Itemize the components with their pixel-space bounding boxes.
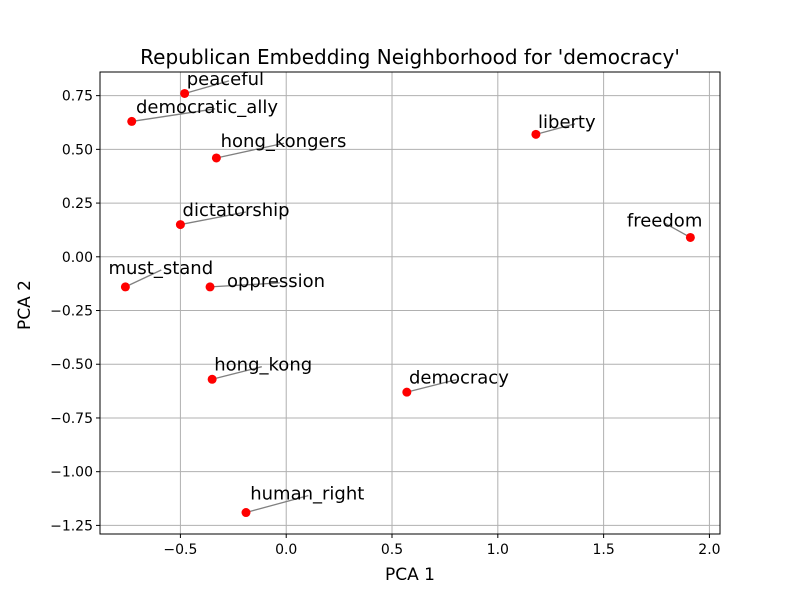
point-label-human-right: human_right (250, 484, 364, 505)
point-dictatorship (175, 220, 185, 230)
point-label-dictatorship: dictatorship (183, 200, 290, 221)
point-hong-kong (207, 374, 217, 384)
leader-line-human-right (245, 494, 309, 514)
y-tick-label: −0.25 (50, 304, 93, 320)
point-democratic-ally (127, 116, 137, 126)
axis-ticks: −0.5 0.0 0.5 1.0 1.5 2.0 −1.25 −1.00 −0.75 −0.50 −… (50, 89, 720, 558)
plot-frame (99, 71, 721, 535)
point-democracy (402, 387, 412, 397)
leader-line-peaceful (184, 80, 230, 95)
leader-line-hong-kongers (216, 142, 285, 159)
point-hong-kongers (211, 153, 221, 163)
leader-line-dictatorship (180, 211, 247, 226)
y-tick-label: −1.25 (50, 518, 93, 534)
point-label-democratic-ally: democratic_ally (136, 97, 278, 118)
x-tick-label: 1.0 (487, 542, 509, 558)
chart-title: Republican Embedding Neighborhood for 'd… (140, 45, 680, 69)
leader-line-liberty (535, 123, 576, 135)
point-label-liberty: liberty (538, 112, 596, 133)
data-points (120, 88, 695, 518)
leader-line-oppression (209, 282, 280, 288)
y-tick-label: −1.00 (50, 465, 93, 481)
y-tick-label: 0.50 (62, 142, 93, 158)
point-label-democracy: democracy (409, 368, 509, 389)
x-tick-label: 0.0 (275, 542, 297, 558)
y-tick-label: 0.00 (62, 250, 93, 266)
leader-line-must-stand (125, 269, 162, 288)
point-peaceful (180, 88, 190, 98)
leader-line-hong-kong (211, 366, 262, 380)
y-tick-label: 0.75 (62, 89, 93, 105)
point-oppression (205, 282, 215, 292)
y-tick-label: −0.75 (50, 411, 93, 427)
point-label-peaceful: peaceful (187, 69, 264, 90)
leader-line-democracy (406, 378, 457, 393)
point-human-right (241, 508, 251, 518)
point-label-hong-kongers: hong_kongers (221, 131, 347, 152)
x-tick-label: 0.5 (381, 542, 403, 558)
point-label-hong-kong: hong_kong (214, 355, 312, 376)
point-label-oppression: oppression (227, 271, 325, 292)
point-freedom (685, 232, 695, 242)
leader-line-freedom (663, 222, 691, 239)
label-leader-lines (125, 80, 691, 514)
leader-line-democratic-ally (131, 108, 216, 123)
point-liberty (531, 129, 541, 139)
point-must-stand (120, 282, 130, 292)
x-tick-label: −0.5 (163, 542, 197, 558)
y-tick-label: 0.25 (62, 196, 93, 212)
point-label-must-stand: must_stand (108, 258, 213, 279)
y-axis-label: PCA 2 (15, 280, 35, 330)
x-tick-label: 2.0 (698, 542, 720, 558)
point-label-freedom: freedom (627, 211, 702, 232)
x-axis-label: PCA 1 (385, 565, 435, 585)
grid-lines (100, 72, 720, 534)
x-tick-label: 1.5 (592, 542, 614, 558)
y-tick-label: −0.50 (50, 357, 93, 373)
